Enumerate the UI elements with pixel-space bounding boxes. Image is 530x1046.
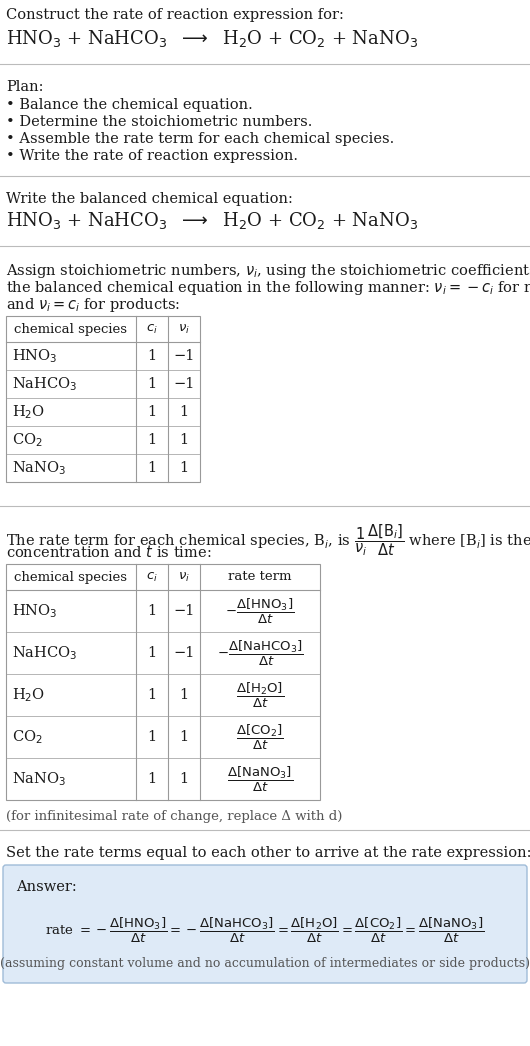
Text: NaNO$_3$: NaNO$_3$ bbox=[12, 770, 66, 788]
Text: $\dfrac{\Delta[\mathrm{H_2O}]}{\Delta t}$: $\dfrac{\Delta[\mathrm{H_2O}]}{\Delta t}… bbox=[236, 680, 284, 709]
Text: The rate term for each chemical species, B$_i$, is $\dfrac{1}{\nu_i}\dfrac{\Delt: The rate term for each chemical species,… bbox=[6, 522, 530, 558]
Text: 1: 1 bbox=[180, 405, 189, 419]
Text: 1: 1 bbox=[147, 433, 156, 447]
Text: $\nu_i$: $\nu_i$ bbox=[178, 570, 190, 584]
Text: 1: 1 bbox=[180, 433, 189, 447]
Text: 1: 1 bbox=[147, 730, 156, 744]
Text: chemical species: chemical species bbox=[14, 570, 128, 584]
FancyBboxPatch shape bbox=[3, 865, 527, 983]
Text: $\dfrac{\Delta[\mathrm{CO_2}]}{\Delta t}$: $\dfrac{\Delta[\mathrm{CO_2}]}{\Delta t}… bbox=[236, 723, 284, 752]
Text: 1: 1 bbox=[180, 688, 189, 702]
Text: 1: 1 bbox=[147, 646, 156, 660]
Text: (for infinitesimal rate of change, replace Δ with d): (for infinitesimal rate of change, repla… bbox=[6, 810, 342, 823]
Text: $c_i$: $c_i$ bbox=[146, 322, 158, 336]
Text: NaNO$_3$: NaNO$_3$ bbox=[12, 459, 66, 477]
Text: (assuming constant volume and no accumulation of intermediates or side products): (assuming constant volume and no accumul… bbox=[0, 957, 530, 971]
Text: rate term: rate term bbox=[228, 570, 292, 584]
Text: NaHCO$_3$: NaHCO$_3$ bbox=[12, 376, 77, 393]
Text: −1: −1 bbox=[173, 646, 195, 660]
Text: −1: −1 bbox=[173, 377, 195, 391]
Text: • Balance the chemical equation.: • Balance the chemical equation. bbox=[6, 98, 253, 112]
Text: • Determine the stoichiometric numbers.: • Determine the stoichiometric numbers. bbox=[6, 115, 312, 129]
Text: Assign stoichiometric numbers, $\nu_i$, using the stoichiometric coefficients, $: Assign stoichiometric numbers, $\nu_i$, … bbox=[6, 262, 530, 280]
Text: 1: 1 bbox=[147, 377, 156, 391]
Text: CO$_2$: CO$_2$ bbox=[12, 728, 43, 746]
Text: CO$_2$: CO$_2$ bbox=[12, 431, 43, 449]
Text: −1: −1 bbox=[173, 349, 195, 363]
Text: 1: 1 bbox=[147, 688, 156, 702]
Text: Answer:: Answer: bbox=[16, 880, 77, 894]
Text: 1: 1 bbox=[147, 461, 156, 475]
Text: $\nu_i$: $\nu_i$ bbox=[178, 322, 190, 336]
Text: $-\dfrac{\Delta[\mathrm{NaHCO_3}]}{\Delta t}$: $-\dfrac{\Delta[\mathrm{NaHCO_3}]}{\Delt… bbox=[217, 638, 303, 667]
Text: chemical species: chemical species bbox=[14, 322, 128, 336]
Text: HNO$_3$ + NaHCO$_3$  $\longrightarrow$  H$_2$O + CO$_2$ + NaNO$_3$: HNO$_3$ + NaHCO$_3$ $\longrightarrow$ H$… bbox=[6, 210, 418, 231]
Text: 1: 1 bbox=[147, 349, 156, 363]
Text: concentration and $t$ is time:: concentration and $t$ is time: bbox=[6, 544, 211, 560]
Text: 1: 1 bbox=[147, 772, 156, 786]
Text: $c_i$: $c_i$ bbox=[146, 570, 158, 584]
Text: • Assemble the rate term for each chemical species.: • Assemble the rate term for each chemic… bbox=[6, 132, 394, 146]
Text: H$_2$O: H$_2$O bbox=[12, 686, 45, 704]
Text: 1: 1 bbox=[180, 772, 189, 786]
Text: Construct the rate of reaction expression for:: Construct the rate of reaction expressio… bbox=[6, 8, 344, 22]
Text: HNO$_3$: HNO$_3$ bbox=[12, 347, 57, 365]
Text: rate $= -\dfrac{\Delta[\mathrm{HNO_3}]}{\Delta t} = -\dfrac{\Delta[\mathrm{NaHCO: rate $= -\dfrac{\Delta[\mathrm{HNO_3}]}{… bbox=[46, 915, 484, 945]
Text: H$_2$O: H$_2$O bbox=[12, 403, 45, 420]
Bar bbox=[6, 316, 200, 482]
Text: Set the rate terms equal to each other to arrive at the rate expression:: Set the rate terms equal to each other t… bbox=[6, 846, 530, 860]
Text: and $\nu_i = c_i$ for products:: and $\nu_i = c_i$ for products: bbox=[6, 296, 180, 314]
Text: 1: 1 bbox=[180, 730, 189, 744]
Text: NaHCO$_3$: NaHCO$_3$ bbox=[12, 644, 77, 662]
Text: $-\dfrac{\Delta[\mathrm{HNO_3}]}{\Delta t}$: $-\dfrac{\Delta[\mathrm{HNO_3}]}{\Delta … bbox=[225, 596, 295, 626]
Text: 1: 1 bbox=[147, 405, 156, 419]
Text: 1: 1 bbox=[180, 461, 189, 475]
Text: HNO$_3$ + NaHCO$_3$  $\longrightarrow$  H$_2$O + CO$_2$ + NaNO$_3$: HNO$_3$ + NaHCO$_3$ $\longrightarrow$ H$… bbox=[6, 28, 418, 49]
Text: HNO$_3$: HNO$_3$ bbox=[12, 602, 57, 620]
Text: Plan:: Plan: bbox=[6, 79, 43, 94]
Text: Write the balanced chemical equation:: Write the balanced chemical equation: bbox=[6, 192, 293, 206]
Bar bbox=[6, 564, 320, 800]
Text: −1: −1 bbox=[173, 604, 195, 618]
Text: the balanced chemical equation in the following manner: $\nu_i = -c_i$ for react: the balanced chemical equation in the fo… bbox=[6, 279, 530, 297]
Text: $\dfrac{\Delta[\mathrm{NaNO_3}]}{\Delta t}$: $\dfrac{\Delta[\mathrm{NaNO_3}]}{\Delta … bbox=[227, 765, 293, 794]
Text: • Write the rate of reaction expression.: • Write the rate of reaction expression. bbox=[6, 149, 298, 163]
Text: 1: 1 bbox=[147, 604, 156, 618]
